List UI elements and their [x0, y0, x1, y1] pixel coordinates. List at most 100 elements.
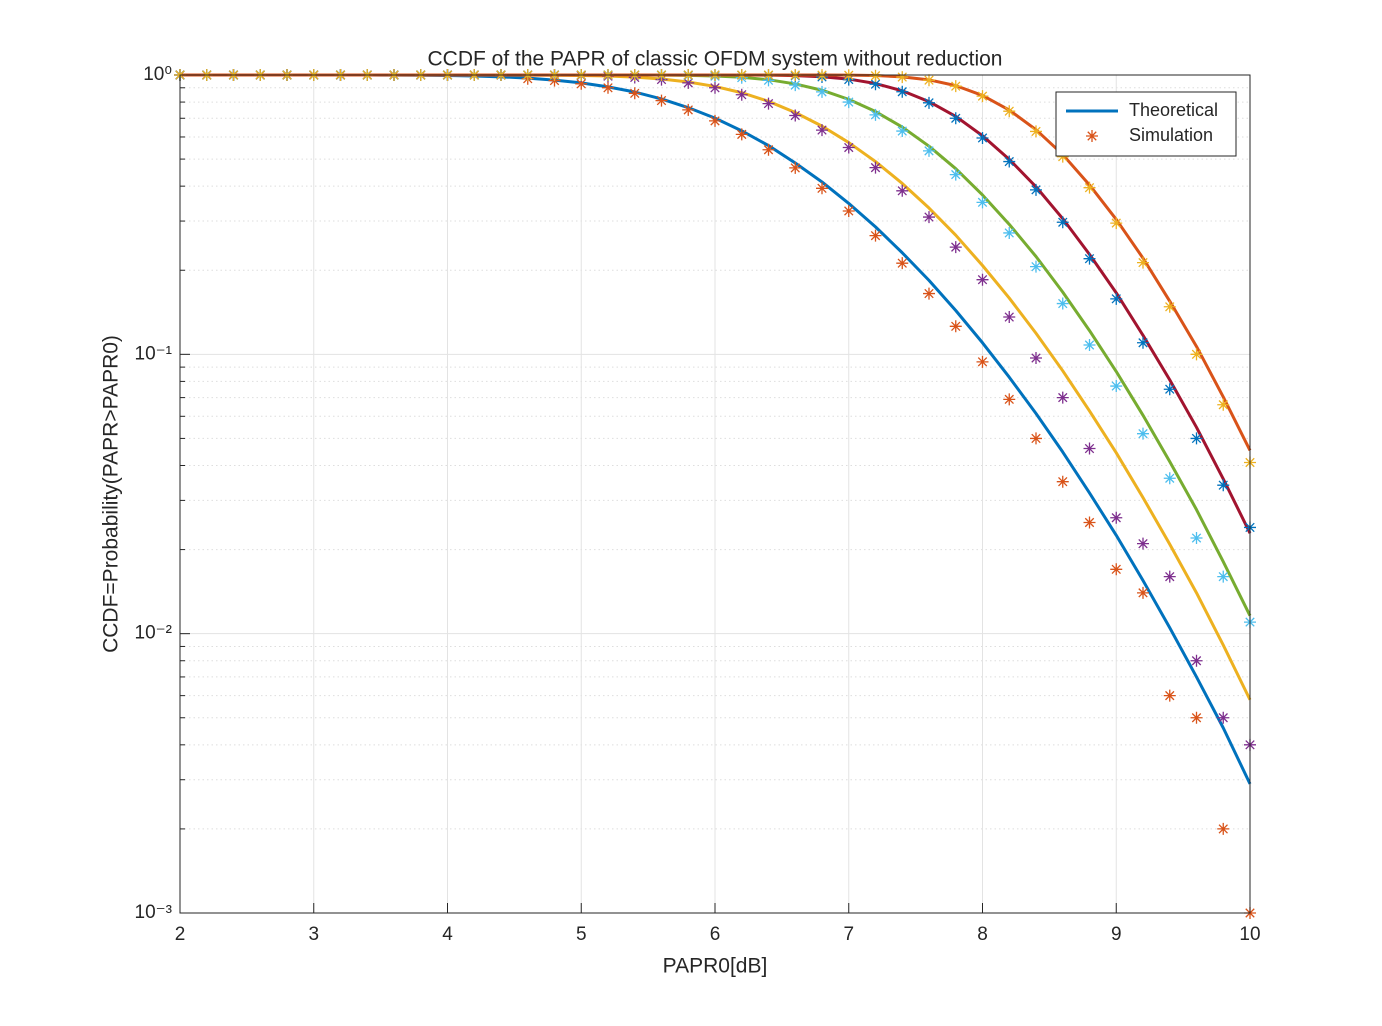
- marker: [976, 196, 989, 209]
- marker: [1003, 311, 1016, 324]
- chart-title: CCDF of the PAPR of classic OFDM system …: [428, 48, 1003, 71]
- marker: [682, 76, 695, 89]
- marker: [1163, 689, 1176, 702]
- marker: [923, 96, 935, 109]
- marker: [869, 78, 882, 91]
- marker: [1190, 654, 1203, 667]
- marker: [1083, 252, 1096, 265]
- marker: [1110, 563, 1123, 576]
- marker: [1190, 348, 1203, 361]
- marker: [575, 77, 588, 90]
- x-tick-label: 3: [308, 924, 319, 945]
- marker: [816, 182, 828, 195]
- marker: [842, 204, 855, 217]
- y-tick-label: 10⁰: [143, 64, 172, 85]
- marker: [1056, 216, 1069, 229]
- marker: [735, 88, 748, 101]
- x-tick-label: 10: [1239, 924, 1260, 945]
- marker: [1030, 432, 1042, 445]
- marker: [655, 94, 668, 107]
- marker: [1030, 183, 1042, 196]
- marker: [842, 141, 855, 154]
- x-tick-label: 2: [175, 924, 186, 945]
- marker: [1217, 822, 1230, 835]
- marker: [923, 144, 935, 157]
- marker: [709, 81, 721, 94]
- marker: [1056, 475, 1069, 488]
- marker: [1083, 516, 1096, 529]
- x-tick-label: 8: [977, 924, 988, 945]
- marker: [869, 108, 882, 121]
- marker: [896, 184, 909, 197]
- marker: [1056, 150, 1069, 163]
- marker: [1030, 125, 1042, 138]
- marker: [1030, 260, 1042, 273]
- marker: [1137, 336, 1149, 349]
- marker: [923, 211, 935, 224]
- legend-box: [1055, 91, 1237, 157]
- y-axis-label: CCDF=Probability(PAPR>PAPR0): [100, 335, 123, 653]
- marker: [1217, 398, 1230, 411]
- marker: [1083, 181, 1096, 194]
- marker: [949, 80, 962, 93]
- marker: [1137, 256, 1149, 269]
- marker: [1163, 383, 1176, 396]
- marker: [869, 69, 882, 82]
- legend-label: Simulation: [1129, 125, 1213, 145]
- marker: [1137, 586, 1149, 599]
- marker: [976, 355, 989, 368]
- marker: [682, 103, 695, 116]
- y-tick-label: 10⁻³: [135, 902, 173, 923]
- axis-layer: 2 3 4 5 6 7 8 9 10 10⁻³ 10⁻² 10⁻¹ 10⁰: [135, 64, 1261, 945]
- marker: [1217, 570, 1230, 583]
- marker: [1190, 532, 1203, 545]
- marker: [896, 71, 909, 84]
- marker: [869, 229, 882, 242]
- marker: [1030, 352, 1042, 365]
- marker: [896, 85, 909, 98]
- marker: [1163, 300, 1176, 313]
- marker: [735, 128, 748, 141]
- marker: [709, 114, 721, 127]
- marker: [976, 131, 989, 144]
- marker: [1163, 570, 1176, 583]
- marker: [1163, 472, 1176, 485]
- marker: [789, 79, 802, 92]
- marker: [923, 74, 935, 87]
- marker: [1217, 711, 1230, 724]
- marker: [762, 97, 775, 110]
- marker: [1056, 297, 1069, 310]
- marker: [869, 161, 882, 174]
- marker: [1110, 217, 1123, 230]
- marker: [949, 112, 962, 125]
- marker: [1137, 427, 1149, 440]
- marker: [816, 124, 828, 137]
- marker: [1110, 511, 1123, 524]
- marker: [896, 257, 909, 270]
- marker: [628, 87, 641, 100]
- legend-swatch: [1086, 130, 1098, 142]
- marker: [1056, 391, 1069, 404]
- marker: [976, 90, 989, 103]
- marker: [816, 85, 828, 98]
- x-tick-label: 9: [1111, 924, 1122, 945]
- marker: [1190, 432, 1203, 445]
- marker: [789, 161, 802, 174]
- marker: [1110, 380, 1123, 393]
- legend: Theoretical Simulation: [1055, 91, 1237, 157]
- y-tick-label: 10⁻²: [135, 623, 173, 644]
- marker: [602, 81, 614, 94]
- marker: [1003, 105, 1016, 118]
- marker: [1217, 479, 1230, 492]
- x-tick-label: 6: [710, 924, 721, 945]
- marker: [1003, 155, 1016, 168]
- marker: [896, 125, 909, 138]
- marker: [1110, 292, 1123, 305]
- marker: [762, 143, 775, 156]
- marker: [789, 109, 802, 122]
- marker: [1003, 226, 1016, 239]
- y-tick-label: 10⁻¹: [135, 343, 173, 364]
- marker: [1190, 711, 1203, 724]
- legend-label: Theoretical: [1129, 100, 1218, 120]
